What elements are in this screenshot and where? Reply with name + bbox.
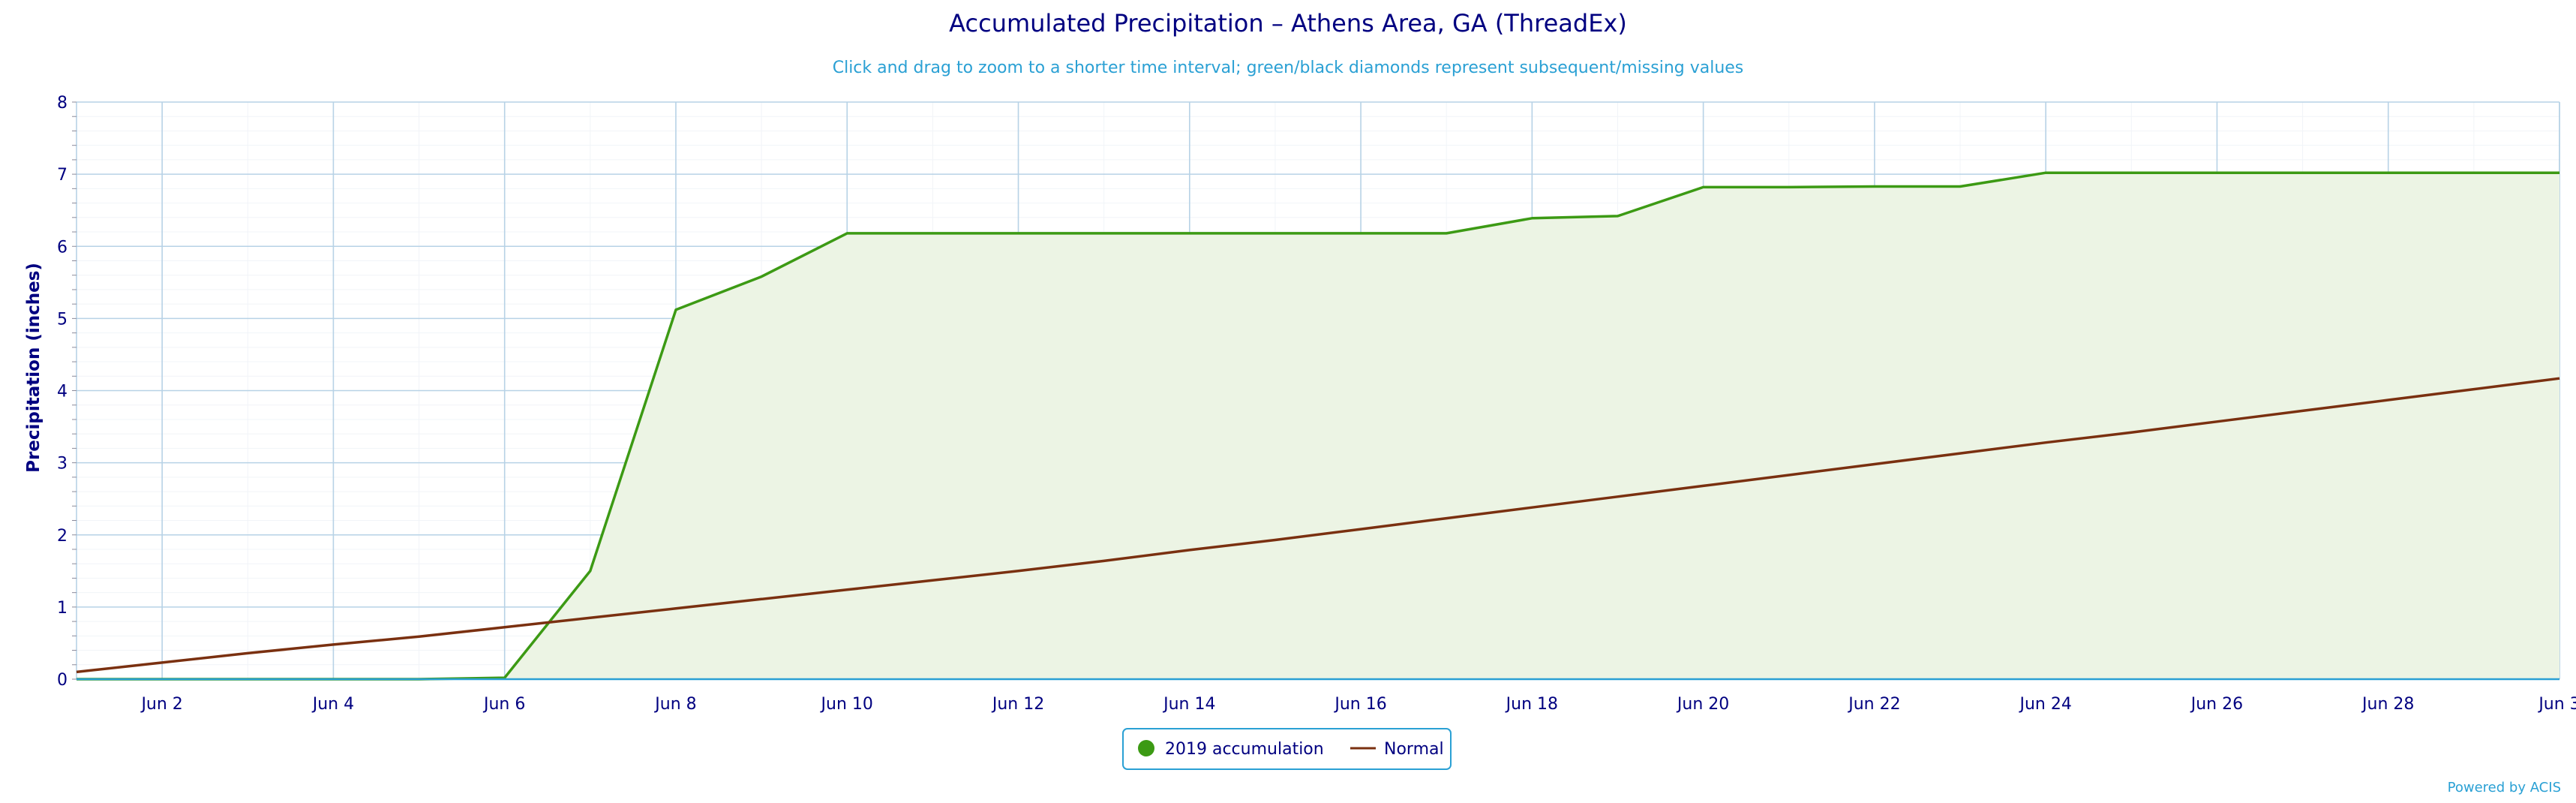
data-point-normal[interactable] [1184,545,1195,555]
data-point-normal[interactable] [1955,448,1965,459]
legend-item-normal[interactable]: Normal [1350,740,1444,759]
chart-title: Accumulated Precipitation – Athens Area,… [949,9,1627,38]
x-tick-label: Jun 4 [311,695,354,714]
data-point-2019[interactable] [1955,181,1965,191]
data-point-2019[interactable] [1099,228,1109,239]
y-tick-label: 5 [57,310,68,329]
data-point-normal[interactable] [1356,524,1366,534]
legend-circle-marker-icon [1138,740,1154,756]
x-tick-label: Jun 28 [2361,695,2414,714]
x-tick-label: Jun 20 [1676,695,1729,714]
data-point-2019[interactable] [1356,228,1366,239]
data-point-normal[interactable] [585,612,596,623]
x-tick-label: Jun 16 [1333,695,1386,714]
data-point-2019[interactable] [1869,181,1880,191]
data-point-normal[interactable] [414,631,425,642]
x-tick-label: Jun 26 [2190,695,2243,714]
y-tick-label: 1 [57,599,68,618]
data-point-2019[interactable] [1527,213,1537,224]
data-point-normal[interactable] [2383,395,2394,405]
data-point-2019[interactable] [2126,167,2136,178]
chart-subtitle: Click and drag to zoom to a shorter time… [833,59,1744,77]
legend[interactable]: 2019 accumulation Normal [1122,728,1452,770]
data-point-2019[interactable] [842,228,852,239]
data-point-2019[interactable] [500,672,510,683]
data-point-2019[interactable] [1612,211,1623,221]
data-point-normal[interactable] [1270,534,1280,545]
data-point-2019[interactable] [1013,228,1024,239]
y-tick-label: 6 [57,238,68,257]
data-point-normal[interactable] [1013,566,1024,576]
data-point-normal[interactable] [1612,492,1623,502]
data-point-normal[interactable] [2040,438,2051,448]
data-point-normal[interactable] [2554,373,2565,383]
legend-item-2019-accumulation[interactable]: 2019 accumulation [1138,740,1324,759]
credit-link[interactable]: Powered by ACIS [2448,780,2561,795]
data-point-2019[interactable] [1784,182,1794,192]
legend-label-2019: 2019 accumulation [1165,740,1324,759]
series-2019-accumulation-line[interactable] [77,171,2559,681]
data-point-2019[interactable] [2469,167,2479,178]
data-point-2019[interactable] [1441,228,1452,239]
data-point-2019[interactable] [671,305,681,315]
data-point-2019[interactable] [1184,228,1195,239]
data-point-normal[interactable] [157,657,167,668]
x-tick-label: Jun 24 [2018,695,2071,714]
series-normal-line[interactable] [76,377,2560,674]
legend-box [1122,728,1452,770]
y-tick-label: 2 [57,527,68,546]
data-point-normal[interactable] [842,585,852,595]
data-point-normal[interactable] [1698,480,1709,491]
data-point-normal[interactable] [2298,405,2308,416]
y-axis-label: Precipitation (inches) [24,263,44,473]
data-point-normal[interactable] [2469,384,2479,395]
data-point-normal[interactable] [500,622,510,633]
y-tick-label: 8 [57,94,68,113]
data-point-2019[interactable] [2211,167,2222,178]
data-point-2019[interactable] [585,566,596,576]
series-2019-area-fill [77,173,2559,679]
data-point-normal[interactable] [927,575,938,585]
x-tick-label: Jun 14 [1162,695,1215,714]
y-tick-label: 4 [57,383,68,402]
data-point-normal[interactable] [756,594,767,604]
x-tick-label: Jun 8 [653,695,696,714]
data-point-2019[interactable] [2383,167,2394,178]
x-tick-label: Jun 10 [820,695,873,714]
data-point-normal[interactable] [2126,427,2136,438]
x-tick-label: Jun 6 [482,695,525,714]
y-tick-label: 3 [57,455,68,474]
data-point-normal[interactable] [242,648,253,658]
data-point-2019[interactable] [927,228,938,239]
data-point-normal[interactable] [1869,459,1880,470]
x-tick-label: Jun 22 [1847,695,1900,714]
legend-label-normal: Normal [1384,740,1444,759]
data-point-normal[interactable] [1527,502,1537,513]
x-tick-label: Jun 12 [991,695,1044,714]
data-point-normal[interactable] [671,603,681,614]
y-tick-label: 7 [57,166,68,185]
data-point-normal[interactable] [328,639,338,650]
x-tick-label: Jun 3 [2537,695,2576,714]
data-point-normal[interactable] [2211,417,2222,427]
x-tick-label: Jun 18 [1505,695,1558,714]
data-point-2019[interactable] [2040,167,2051,178]
data-point-2019[interactable] [1270,228,1280,239]
data-point-2019[interactable] [2554,167,2565,178]
data-point-normal[interactable] [1099,555,1109,566]
x-tick-label: Jun 2 [140,695,182,714]
data-point-normal[interactable] [1441,513,1452,524]
plot-area[interactable]: 0 1 2 3 4 5 6 7 8 Jun 2 Jun 4 Jun 6 Jun 8 Jun 10 Jun 1… [57,94,2576,714]
data-point-2019[interactable] [2298,167,2308,178]
data-point-normal[interactable] [1784,470,1794,480]
data-point-normal[interactable] [71,666,82,677]
y-tick-label: 0 [57,671,68,690]
data-point-2019[interactable] [1698,182,1709,192]
data-point-2019[interactable] [756,272,767,282]
